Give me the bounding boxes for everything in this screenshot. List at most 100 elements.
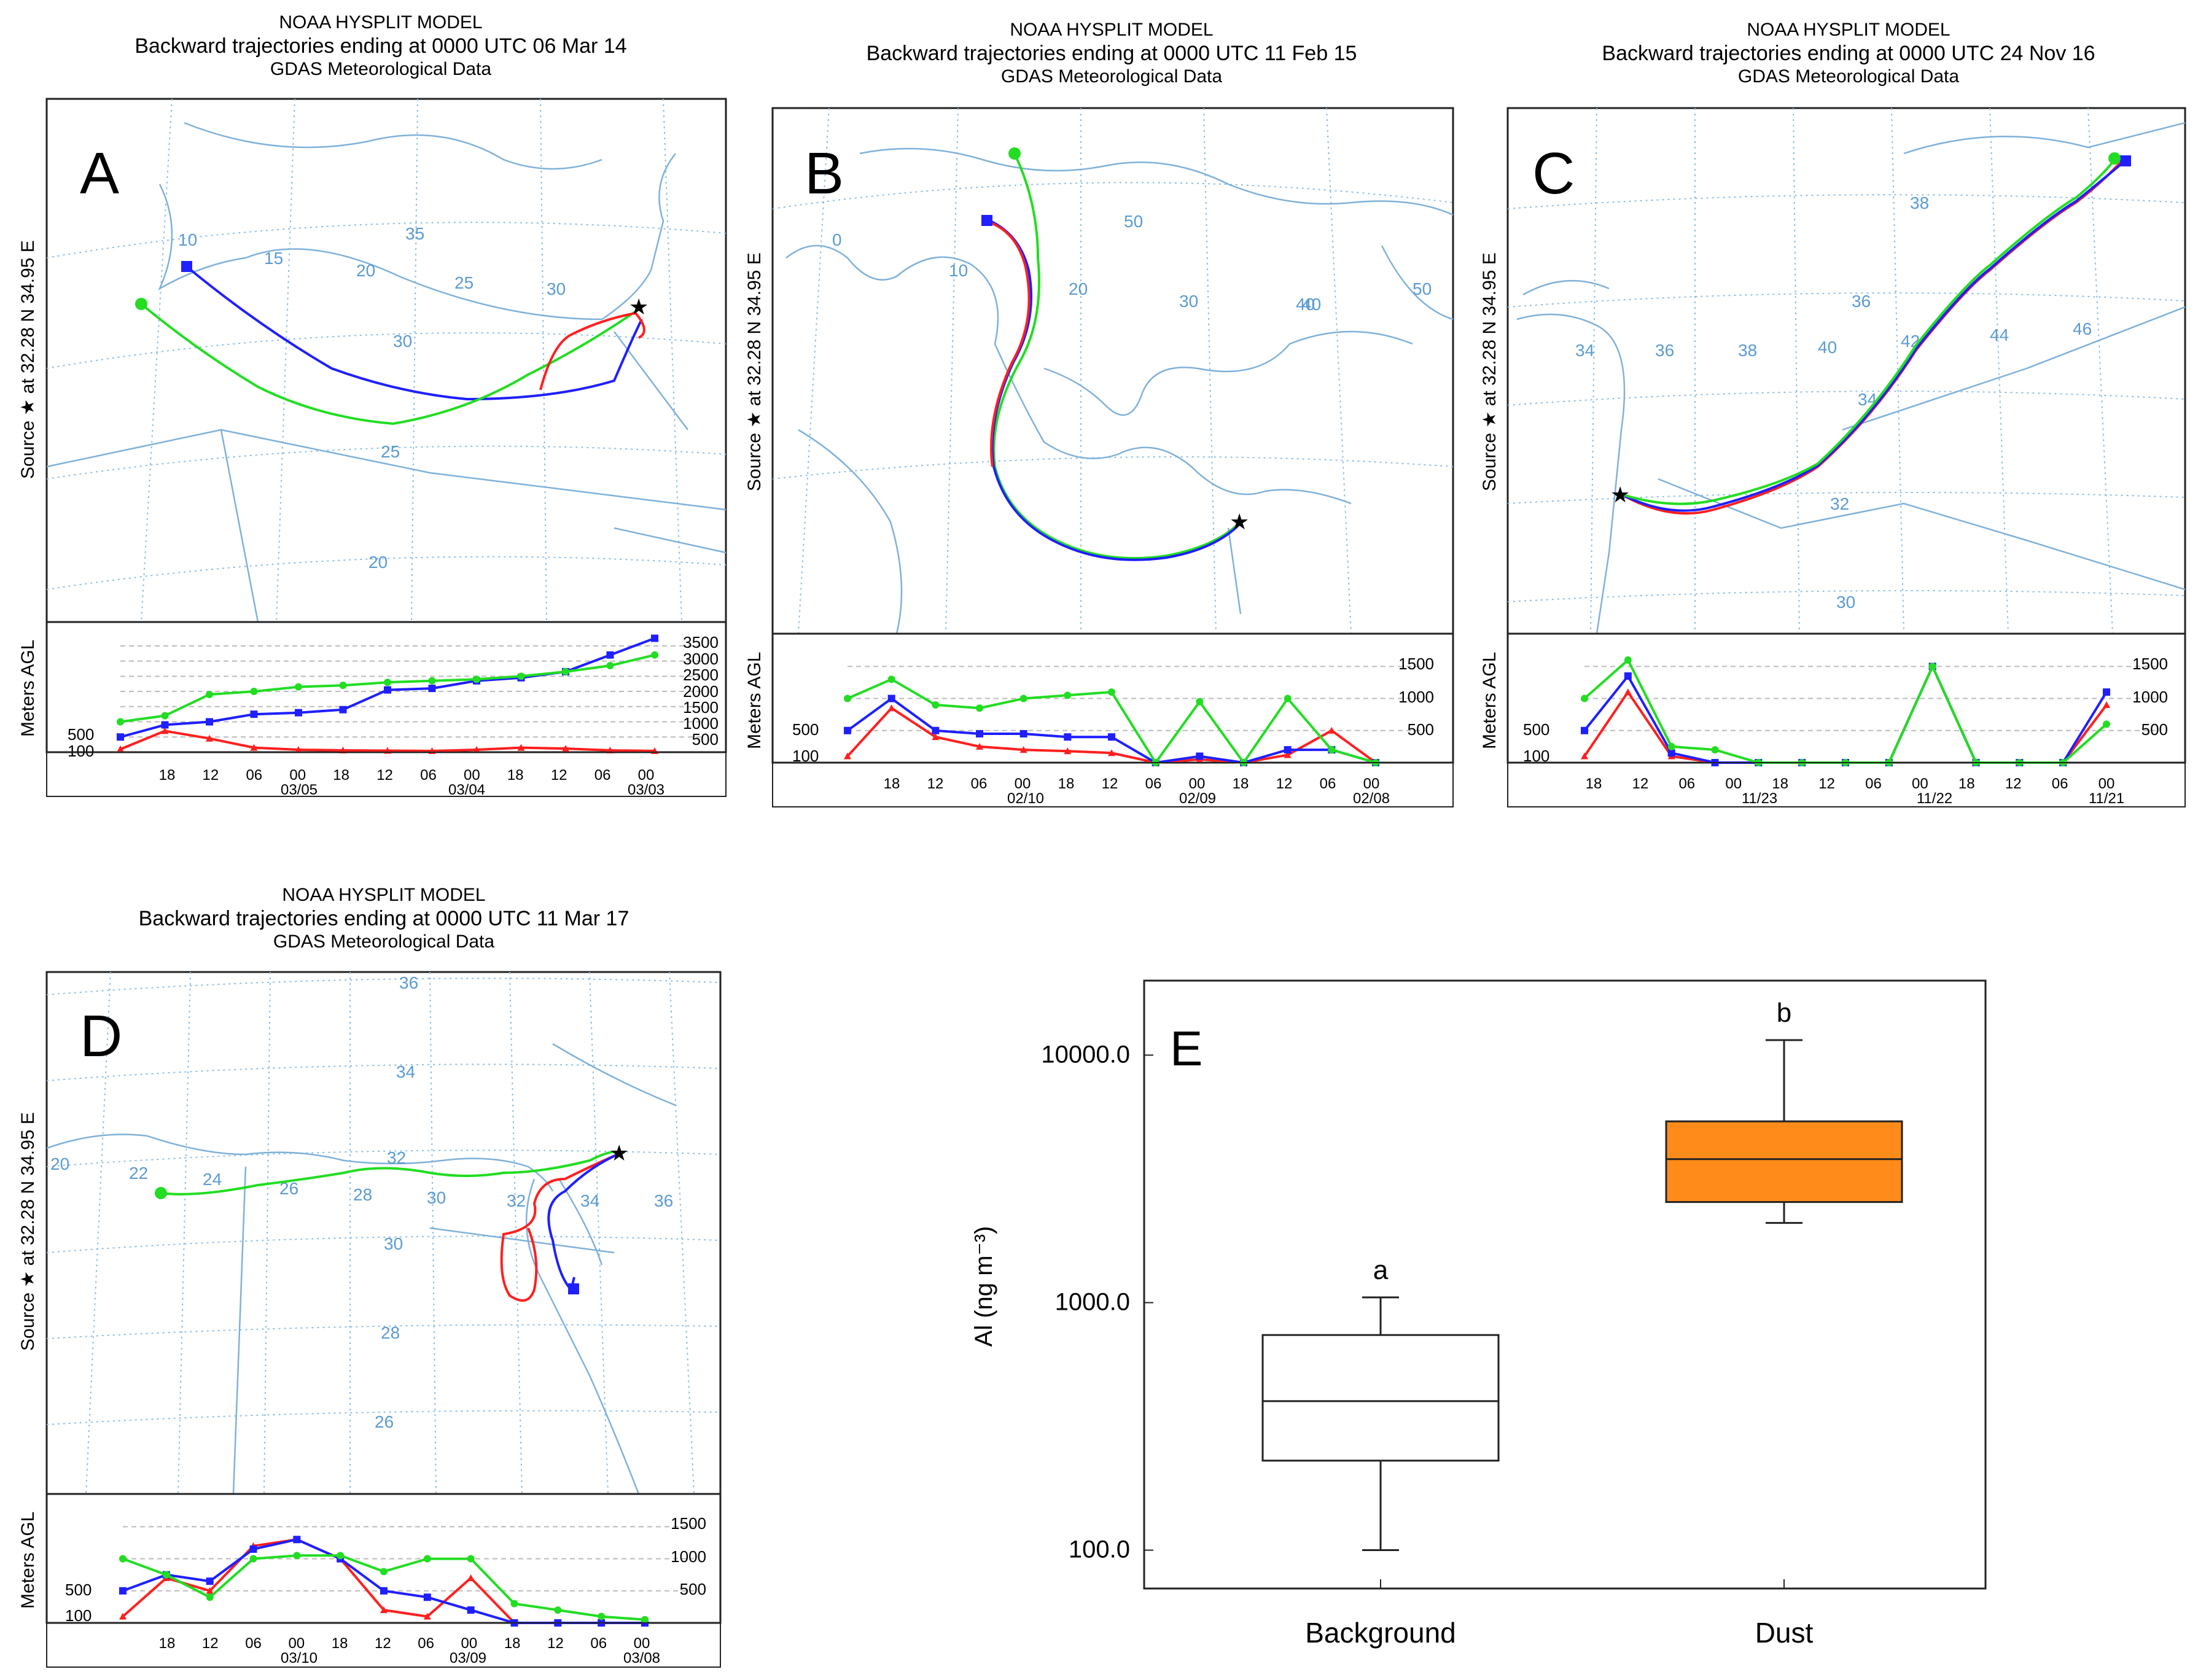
agl-point-blue	[1711, 759, 1719, 766]
agl-point-green	[295, 683, 302, 691]
panel-b-met-title: GDAS Meteorological Data	[1001, 66, 1222, 87]
agl-point-blue	[339, 706, 347, 714]
panel-d-agl-gridlines	[123, 1526, 694, 1592]
agl-point-green	[1284, 694, 1292, 702]
agl-point-green	[606, 662, 614, 669]
agl-point-red	[206, 734, 213, 742]
panel-a-agl-series	[117, 634, 658, 755]
agl-point-blue	[337, 1555, 345, 1563]
panel-d-date-label: 03/10	[281, 1650, 318, 1666]
panel-d-lon-label: 24	[203, 1170, 222, 1189]
panel-d-green-start-marker	[155, 1187, 167, 1199]
panel-c-met-title: GDAS Meteorological Data	[1738, 66, 1959, 87]
panel-d-traj-blue	[547, 1152, 621, 1292]
panel-c-lat-label: 30	[1836, 593, 1855, 612]
agl-point-red	[932, 733, 940, 741]
panel-d-right-tick: 1500	[671, 1514, 706, 1533]
agl-point-red	[598, 1619, 606, 1626]
agl-point-red	[423, 1612, 431, 1620]
agl-point-green	[1328, 746, 1336, 754]
panel-c-coastline	[1516, 122, 2186, 634]
agl-point-blue	[473, 677, 480, 685]
agl-point-green	[562, 667, 569, 675]
agl-point-red	[1842, 759, 1849, 766]
panel-a-map-frame	[45, 98, 727, 623]
agl-point-blue	[1755, 759, 1763, 766]
agl-point-blue	[517, 674, 525, 682]
time-tick-label: 06	[594, 767, 611, 784]
panel-c-start-500: 500	[1523, 720, 1549, 739]
agl-point-green	[249, 1555, 257, 1563]
panel-a-lon-label: 25	[454, 273, 474, 292]
panel-d-start-100: 100	[65, 1606, 92, 1625]
agl-point-red	[1624, 688, 1632, 696]
panel-c-right-tick: 1500	[2132, 655, 2168, 673]
panel-e-letter: E	[1170, 1021, 1202, 1076]
agl-point-red	[651, 747, 658, 755]
panel-c-model-title: NOAA HYSPLIT MODEL	[1747, 20, 1950, 40]
agl-point-green	[428, 677, 436, 685]
agl-point-green	[651, 651, 658, 659]
significance-letter: b	[1777, 998, 1791, 1028]
panel-a-right-tick: 2500	[683, 666, 719, 684]
significance-letter: a	[1373, 1255, 1389, 1285]
panel-c-agl-frame	[1506, 632, 2186, 764]
agl-point-blue	[606, 651, 614, 659]
agl-point-blue	[250, 710, 258, 718]
agl-series-red	[120, 729, 655, 753]
panel-b-blue-start-marker	[981, 215, 992, 226]
agl-point-blue	[162, 1571, 170, 1579]
panel-b-lon-label: 40	[1302, 295, 1321, 314]
panel-d-lat-label: 30	[384, 1234, 403, 1253]
panel-a-traj-green	[140, 303, 643, 426]
panel-c-letter: C	[1532, 141, 1575, 206]
panel-a-lat-label: 30	[393, 332, 412, 351]
panel-a-source-label: Source ★ at 32.28 N 34.95 E	[18, 240, 38, 479]
agl-point-blue	[380, 1587, 388, 1595]
agl-point-green	[117, 718, 124, 726]
panel-a-met-title: GDAS Meteorological Data	[270, 59, 491, 79]
agl-point-green	[1152, 759, 1159, 766]
panel-b-lon-label: 20	[1069, 279, 1088, 298]
agl-point-blue	[510, 1619, 518, 1627]
agl-point-red	[1064, 747, 1072, 755]
panel-d-source-star: ★	[609, 1140, 629, 1165]
agl-point-green	[1928, 663, 1936, 671]
panel-e-frame	[1143, 979, 1987, 1590]
panel-b-agl-label: Meters AGL	[744, 652, 765, 749]
agl-point-red	[162, 1574, 170, 1581]
panel-c-lon-label: 40	[1818, 338, 1837, 357]
agl-point-red	[473, 746, 480, 753]
panel-c-start-100: 100	[1523, 747, 1549, 765]
agl-point-blue	[117, 733, 124, 741]
panel-c-traj-red	[1621, 160, 2123, 515]
panel-d-lon-label: 28	[353, 1185, 372, 1204]
agl-point-green	[161, 712, 169, 720]
panel-c-time-ticks: 18 12 06 00 18 12 06 00 18 12 06 00	[1586, 776, 2115, 792]
agl-point-red	[1972, 759, 1980, 766]
agl-point-green	[510, 1600, 518, 1608]
panel-a-right-tick: 500	[692, 730, 719, 749]
agl-series-green	[122, 1554, 645, 1621]
time-tick-label: 18	[1958, 776, 1975, 792]
panel-c-lat-label: 38	[1910, 193, 1929, 212]
panel-a-right-tick: 3500	[683, 633, 719, 651]
panel-c-lon-label: 46	[2073, 319, 2092, 338]
agl-series-blue	[122, 1538, 645, 1624]
panel-c-traj-blue	[1621, 160, 2126, 512]
panel-b-coastline	[785, 147, 1454, 634]
panel-a-subtitle: Backward trajectories ending at 0000 UTC…	[134, 34, 626, 58]
panel-c-lat-label: 32	[1830, 494, 1849, 513]
panel-c-lon-label: 38	[1738, 341, 1757, 360]
agl-point-blue	[1581, 726, 1588, 734]
agl-point-green	[250, 688, 258, 696]
panel-d-lon-label: 20	[50, 1154, 69, 1173]
panel-b-lat-label: 50	[1124, 212, 1143, 231]
time-tick-label: 18	[1586, 776, 1602, 792]
agl-point-red	[117, 745, 124, 753]
agl-point-green	[1842, 759, 1849, 766]
panel-d-agl-plot	[119, 1526, 694, 1627]
panel-e-yticks: 100.0 1000.0 10000.0	[1041, 1041, 1153, 1563]
panel-d-agl-label: Meters AGL	[18, 1512, 38, 1609]
time-tick-label: 06	[420, 767, 437, 784]
